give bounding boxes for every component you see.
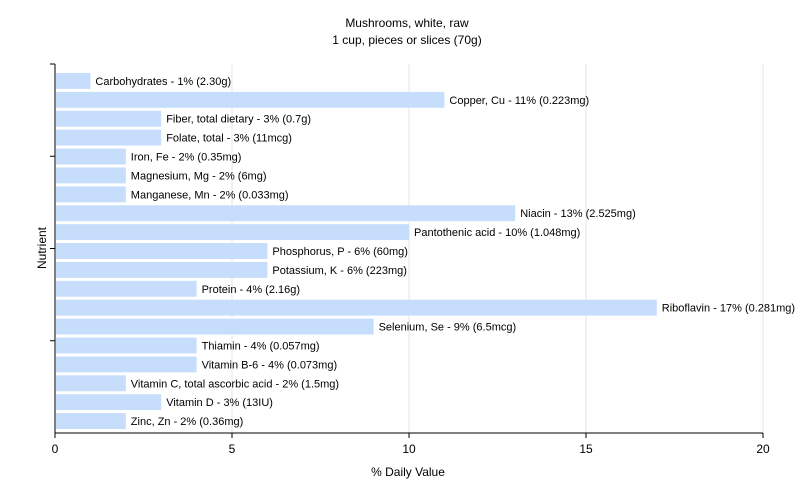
bar bbox=[56, 186, 126, 203]
bar bbox=[56, 280, 197, 297]
bar-label: Manganese, Mn - 2% (0.033mg) bbox=[131, 189, 289, 201]
bar-labels: Carbohydrates - 1% (2.30g) Copper, Cu - 1… bbox=[95, 76, 795, 428]
bar-label: Fiber, total dietary - 3% (0.7g) bbox=[166, 114, 311, 126]
bar-label: Riboflavin - 17% (0.281mg) bbox=[662, 303, 795, 315]
bar-label: Pantothenic acid - 10% (1.048mg) bbox=[414, 227, 580, 239]
bar-label: Copper, Cu - 11% (0.223mg) bbox=[449, 95, 589, 107]
x-tick-label: 10 bbox=[402, 442, 416, 456]
bar bbox=[56, 167, 126, 184]
bar bbox=[56, 337, 197, 354]
bar bbox=[56, 73, 91, 89]
bar-label: Vitamin D - 3% (13IU) bbox=[166, 397, 273, 409]
chart-title: Mushrooms, white, raw bbox=[345, 16, 469, 30]
x-tick-label: 0 bbox=[52, 442, 59, 456]
x-tick-label: 5 bbox=[229, 442, 236, 456]
bar bbox=[56, 375, 126, 392]
bar bbox=[56, 224, 409, 241]
bar bbox=[56, 129, 162, 146]
bar bbox=[56, 394, 162, 411]
bar-label: Zinc, Zn - 2% (0.36mg) bbox=[131, 416, 243, 428]
bar-label: Thiamin - 4% (0.057mg) bbox=[202, 340, 320, 352]
bars bbox=[56, 73, 657, 429]
y-axis-label: Nutrient bbox=[35, 226, 49, 269]
bar bbox=[56, 91, 445, 108]
bar-label: Folate, total - 3% (11mcg) bbox=[166, 133, 292, 145]
bar bbox=[56, 318, 374, 335]
bar-label: Carbohydrates - 1% (2.30g) bbox=[95, 76, 231, 88]
axes: 0 5 10 15 20 bbox=[50, 63, 770, 456]
bar bbox=[56, 205, 516, 222]
bar-label: Phosphorus, P - 6% (60mg) bbox=[272, 246, 408, 258]
bar bbox=[56, 110, 162, 127]
bar bbox=[56, 243, 268, 259]
x-axis-label: % Daily Value bbox=[371, 465, 445, 479]
x-tick-label: 15 bbox=[579, 442, 593, 456]
bar-label: Selenium, Se - 9% (6.5mcg) bbox=[379, 322, 517, 334]
bar-label: Potassium, K - 6% (223mg) bbox=[272, 265, 407, 277]
bar bbox=[56, 356, 197, 373]
bar-label: Protein - 4% (2.16g) bbox=[202, 284, 300, 296]
bar-label: Vitamin B-6 - 4% (0.073mg) bbox=[202, 359, 338, 371]
bar bbox=[56, 261, 268, 278]
bar-label: Vitamin C, total ascorbic acid - 2% (1.5… bbox=[131, 378, 339, 390]
bar bbox=[56, 299, 657, 316]
bar bbox=[56, 148, 126, 165]
bar bbox=[56, 413, 126, 429]
bar-label: Niacin - 13% (2.525mg) bbox=[520, 208, 636, 220]
bar-label: Iron, Fe - 2% (0.35mg) bbox=[131, 152, 242, 164]
bar-label: Magnesium, Mg - 2% (6mg) bbox=[131, 170, 267, 182]
x-tick-label: 20 bbox=[756, 442, 770, 456]
chart-subtitle: 1 cup, pieces or slices (70g) bbox=[332, 33, 481, 47]
